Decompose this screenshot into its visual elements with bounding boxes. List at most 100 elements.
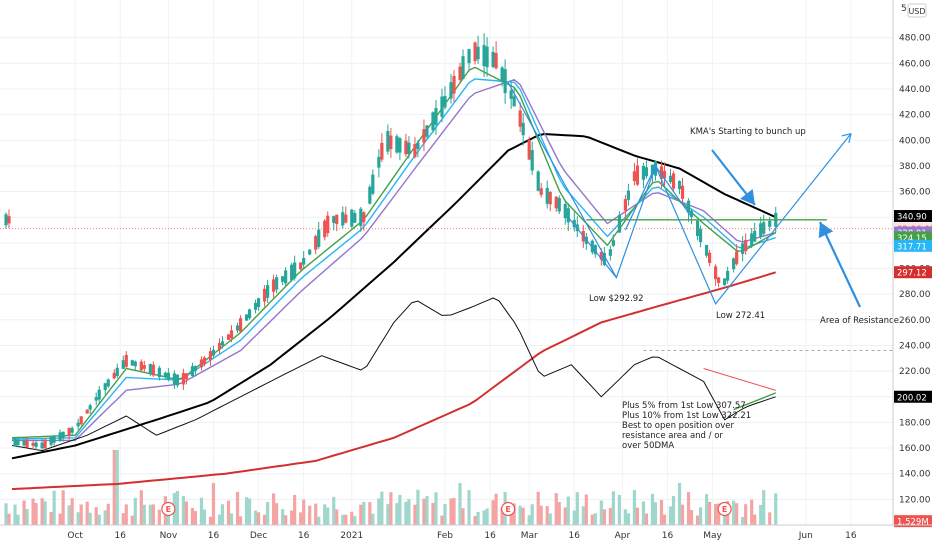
candle-body bbox=[641, 165, 646, 180]
candle-body bbox=[256, 298, 261, 307]
candle-body bbox=[211, 349, 216, 356]
volume-bar bbox=[157, 509, 161, 525]
candle-body bbox=[623, 199, 628, 211]
w-pattern-inner-line bbox=[654, 165, 693, 218]
volume-bar bbox=[735, 503, 739, 525]
candle-body bbox=[726, 270, 730, 281]
x-tick-label: 16 bbox=[845, 531, 857, 541]
candle-body bbox=[368, 186, 372, 204]
volume-bar bbox=[344, 514, 348, 525]
volume-bar bbox=[275, 503, 279, 525]
x-tick-label: May bbox=[703, 531, 722, 541]
candle-body bbox=[644, 167, 649, 177]
candle-body bbox=[172, 373, 176, 385]
x-tick-label: 2021 bbox=[340, 531, 363, 541]
volume-bar bbox=[281, 509, 285, 525]
volume-bar bbox=[434, 492, 438, 525]
y-tick-label: 380.00 bbox=[899, 162, 931, 172]
grid bbox=[0, 0, 893, 525]
w-pattern-arrowhead bbox=[841, 133, 852, 143]
volume-bar bbox=[599, 500, 603, 525]
candle-body bbox=[157, 367, 161, 378]
candle-body bbox=[184, 373, 189, 380]
volume-bar bbox=[500, 507, 504, 525]
volume-bar bbox=[256, 512, 261, 525]
volume-bar bbox=[341, 514, 345, 525]
candle-body bbox=[106, 379, 110, 387]
candle-body bbox=[25, 439, 29, 448]
candle-body bbox=[413, 144, 417, 157]
candle-body bbox=[668, 175, 673, 182]
ma-50-line bbox=[11, 133, 777, 460]
earnings-marker-label: E bbox=[166, 505, 171, 514]
candle-body bbox=[593, 245, 597, 255]
volume-bar bbox=[425, 495, 429, 525]
x-tick-label: Feb bbox=[437, 531, 453, 541]
volume-bar bbox=[644, 513, 649, 525]
volume-bar bbox=[181, 496, 186, 525]
volume-bar bbox=[413, 504, 417, 525]
volume-bar bbox=[226, 500, 231, 525]
candle-body bbox=[181, 373, 186, 385]
volume-bar bbox=[768, 512, 772, 525]
candle-body bbox=[404, 140, 408, 155]
candle-body bbox=[31, 442, 35, 446]
y-tick-label: 260.00 bbox=[899, 316, 931, 326]
candle-body bbox=[148, 364, 152, 375]
volume-bar bbox=[590, 514, 594, 525]
candle-body bbox=[527, 140, 531, 160]
candle-body bbox=[16, 439, 20, 446]
candle-body bbox=[398, 138, 402, 153]
volume-bar bbox=[530, 504, 534, 525]
volume-bar bbox=[440, 515, 444, 525]
candle-body bbox=[377, 156, 381, 168]
volume-bar bbox=[229, 513, 234, 525]
candle-body bbox=[193, 366, 198, 371]
price-lines bbox=[11, 66, 777, 491]
candle-body bbox=[416, 142, 420, 149]
candle-body bbox=[545, 188, 549, 204]
volume-bar bbox=[58, 513, 62, 525]
volume-bar bbox=[581, 506, 585, 525]
candle-body bbox=[299, 262, 303, 270]
ma-fast-line bbox=[11, 66, 777, 439]
candle-body bbox=[220, 341, 225, 346]
candle-body bbox=[247, 309, 252, 319]
currency-box bbox=[907, 3, 927, 18]
volume-bar bbox=[398, 494, 402, 525]
volume-bar bbox=[443, 503, 447, 525]
volume-bar bbox=[371, 513, 375, 525]
earnings-marker-label: E bbox=[505, 505, 510, 514]
volume-bar bbox=[43, 501, 47, 525]
candle-body bbox=[473, 42, 477, 62]
candle-body bbox=[7, 216, 11, 224]
candle-body bbox=[253, 302, 258, 310]
candle-body bbox=[422, 129, 426, 143]
candle-body bbox=[380, 142, 384, 160]
volume-bar bbox=[545, 506, 549, 525]
volume-bar bbox=[184, 501, 189, 525]
volume-bar bbox=[680, 504, 685, 525]
ma-mid-line bbox=[11, 78, 776, 440]
y-tick-label: 240.00 bbox=[899, 341, 931, 351]
volume-bar bbox=[482, 510, 486, 525]
volume-bar bbox=[317, 516, 321, 525]
volume-bar bbox=[431, 502, 435, 525]
candle-body bbox=[326, 215, 330, 234]
candle-body bbox=[509, 90, 513, 99]
annotation-kma: KMA's Starting to bunch up bbox=[690, 127, 806, 137]
volume-bar bbox=[695, 515, 700, 525]
volume-bar bbox=[602, 509, 606, 525]
candle-body bbox=[371, 174, 375, 194]
candle-body bbox=[407, 142, 411, 155]
candle-body bbox=[202, 357, 207, 365]
volume-bar bbox=[662, 514, 667, 525]
volume-bar bbox=[299, 512, 303, 525]
candle-body bbox=[58, 432, 62, 441]
candle-body bbox=[79, 416, 83, 425]
volume-bar bbox=[16, 514, 20, 525]
candle-body bbox=[659, 166, 664, 179]
volume-bar bbox=[741, 516, 745, 525]
candle-body bbox=[632, 171, 637, 182]
